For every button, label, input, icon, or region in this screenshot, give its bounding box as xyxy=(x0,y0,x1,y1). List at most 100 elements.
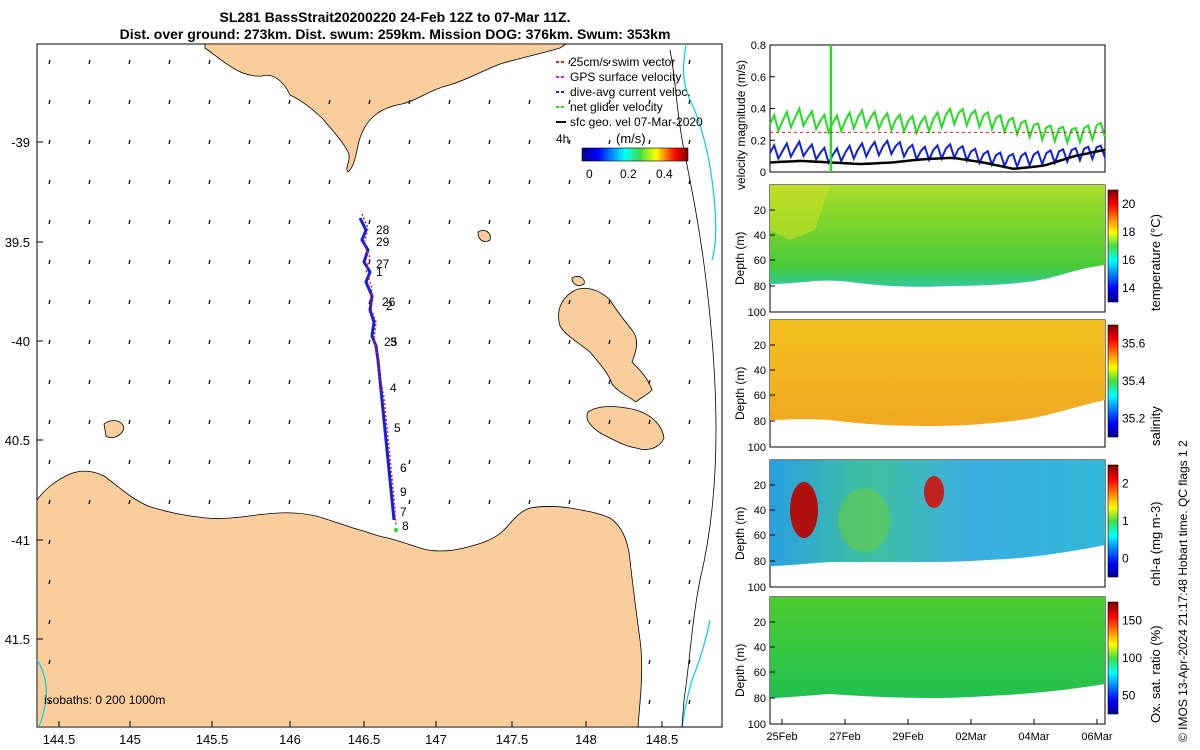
glider-end-marker xyxy=(394,528,398,532)
velocity-series-line xyxy=(769,105,1106,147)
track-label: 5 xyxy=(394,421,401,435)
current-vector xyxy=(128,499,131,505)
current-vector xyxy=(648,659,651,665)
legend-label: 25cm/s swim vector xyxy=(570,55,675,69)
current-vector xyxy=(448,99,451,105)
current-vector xyxy=(688,99,691,105)
map-y-tick-label: 39.5 xyxy=(5,235,30,250)
track-label: 25 xyxy=(384,335,398,349)
current-vector xyxy=(328,219,331,225)
current-vector xyxy=(248,499,251,505)
track-label: 26 xyxy=(382,295,396,309)
current-vector xyxy=(688,339,691,345)
current-vector xyxy=(688,659,691,665)
current-vector xyxy=(688,499,691,505)
current-vector xyxy=(48,99,51,105)
current-vector xyxy=(688,259,691,265)
current-vector xyxy=(568,499,571,505)
current-vector xyxy=(168,139,171,145)
current-vector xyxy=(648,299,651,305)
current-vector xyxy=(568,379,571,385)
current-vector xyxy=(248,379,251,385)
dive-avg-current-track xyxy=(358,217,396,521)
current-vector xyxy=(288,259,291,265)
current-vector xyxy=(328,299,331,305)
current-vector xyxy=(408,419,411,425)
current-vector xyxy=(648,419,651,425)
map-x-tick-label: 144.5 xyxy=(43,732,76,747)
current-vector xyxy=(248,299,251,305)
map-y-tick-label: -41 xyxy=(11,533,30,548)
colorbar-tick-0: 0 xyxy=(586,167,593,181)
current-vector xyxy=(528,219,531,225)
depth-ylabel: Depth (m) xyxy=(733,367,747,420)
current-vector xyxy=(128,459,131,465)
temperature-warm-streak xyxy=(770,185,830,240)
current-vector xyxy=(128,339,131,345)
track-label: 2 xyxy=(386,299,393,313)
velocity-ylabel: velocity magnitude (m/s) xyxy=(734,60,748,190)
current-vector xyxy=(208,259,211,265)
current-vector xyxy=(328,99,331,105)
velocity-ytick-label: 0.4 xyxy=(751,104,766,116)
current-vector xyxy=(608,99,611,105)
colorbar-tick-label: 1 xyxy=(1122,514,1129,528)
current-vector xyxy=(528,459,531,465)
current-vector xyxy=(448,499,451,505)
current-vector xyxy=(208,499,211,505)
current-vector xyxy=(408,179,411,185)
land-victoria xyxy=(204,43,568,173)
colorbar-tick-label: 16 xyxy=(1122,253,1136,267)
current-vector xyxy=(88,219,91,225)
current-vector xyxy=(488,419,491,425)
current-vector xyxy=(168,459,171,465)
depth-ylabel: Depth (m) xyxy=(733,644,747,697)
current-vector xyxy=(328,419,331,425)
map-y-tick-label: 41.5 xyxy=(5,632,30,647)
current-vector xyxy=(608,299,611,305)
current-vector xyxy=(648,219,651,225)
current-vector xyxy=(88,459,91,465)
current-vector xyxy=(368,339,371,345)
current-vector xyxy=(528,379,531,385)
current-vector xyxy=(88,499,91,505)
current-vector xyxy=(448,259,451,265)
current-vector xyxy=(648,99,651,105)
track-label: 29 xyxy=(376,235,390,249)
current-vector xyxy=(88,339,91,345)
current-vector xyxy=(528,139,531,145)
current-vector xyxy=(488,459,491,465)
depth-ytick-label: 40 xyxy=(754,505,766,517)
current-vector xyxy=(168,299,171,305)
chla-bloom-2 xyxy=(924,476,944,508)
current-vector xyxy=(448,179,451,185)
current-vector xyxy=(288,219,291,225)
current-vector xyxy=(48,659,51,665)
current-vector xyxy=(328,259,331,265)
map-y-tick-label: -40 xyxy=(11,334,30,349)
current-vector xyxy=(248,419,251,425)
current-vector xyxy=(448,339,451,345)
current-vector xyxy=(48,499,51,505)
glider-track xyxy=(358,213,398,532)
depth-ytick-label: 100 xyxy=(748,719,766,731)
current-vector xyxy=(568,259,571,265)
current-vector xyxy=(288,99,291,105)
date-tick-label: 04Mar xyxy=(1018,731,1050,743)
current-vector xyxy=(408,339,411,345)
current-vector xyxy=(208,299,211,305)
current-vector xyxy=(688,59,691,65)
current-vector xyxy=(208,139,211,145)
current-vector xyxy=(568,59,571,65)
land-small-island-3 xyxy=(571,276,585,286)
current-vector xyxy=(448,459,451,465)
current-vector xyxy=(608,259,611,265)
current-vector xyxy=(248,99,251,105)
current-vector xyxy=(408,139,411,145)
current-vector xyxy=(328,339,331,345)
current-vector xyxy=(128,379,131,385)
map-x-tick-label: 146.5 xyxy=(348,732,381,747)
current-vector xyxy=(248,179,251,185)
